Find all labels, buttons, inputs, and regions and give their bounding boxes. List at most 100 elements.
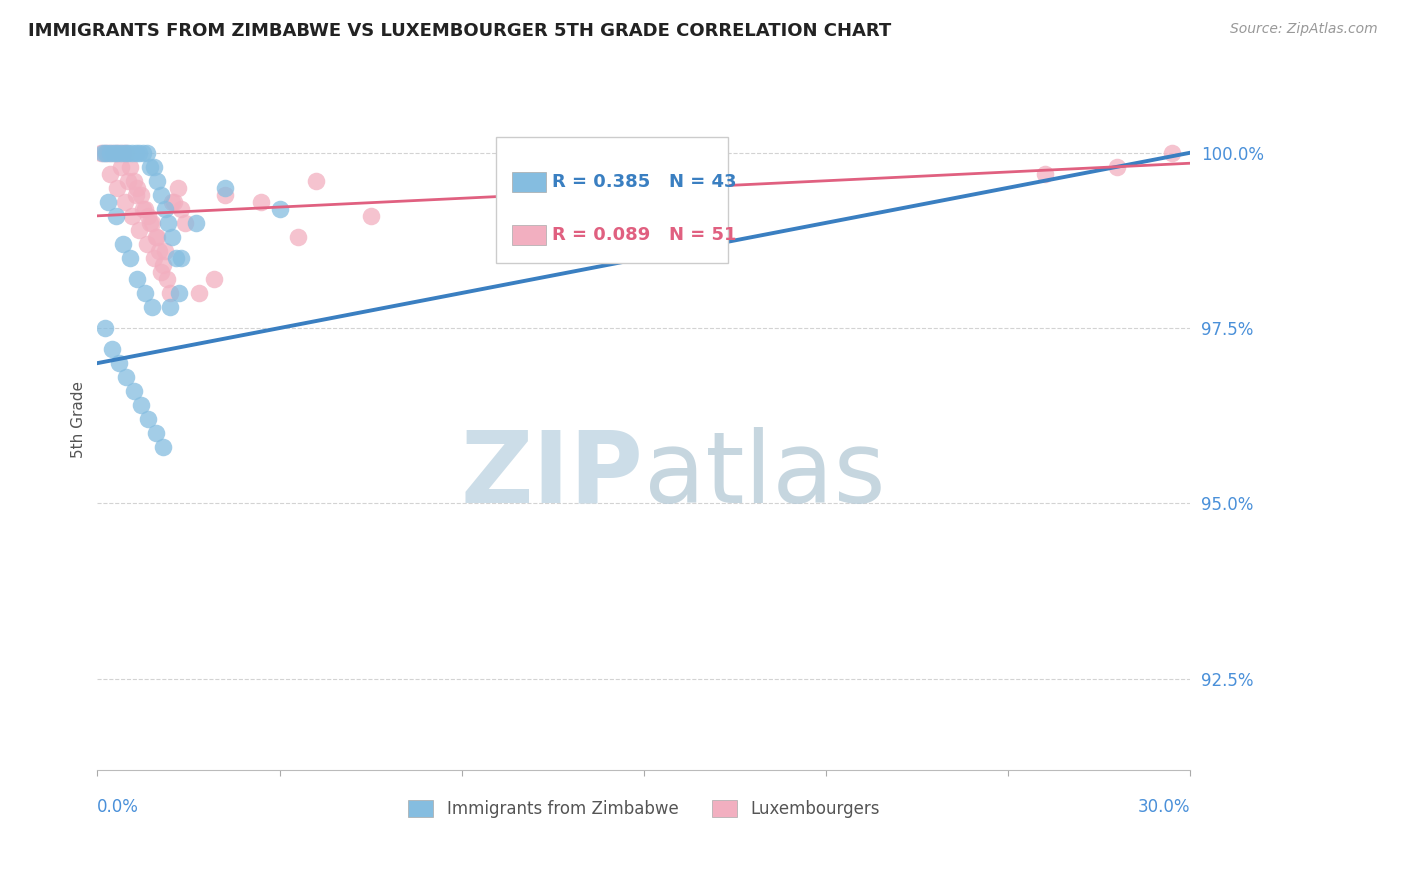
Point (115, 145, 138, 160)
Point (184, 216, 207, 230)
Point (141, 216, 163, 230)
Point (104, 145, 127, 160)
Point (103, 145, 125, 160)
Point (145, 426, 167, 441)
Point (110, 160, 132, 174)
Point (132, 145, 155, 160)
Point (90, 145, 112, 160)
Text: R = 0.385   N = 43: R = 0.385 N = 43 (551, 173, 737, 191)
Point (170, 251, 193, 265)
Point (360, 209, 382, 223)
Point (91, 145, 114, 160)
Point (152, 258, 174, 272)
Point (122, 384, 145, 399)
Point (108, 356, 131, 370)
Point (1033, 167, 1056, 181)
Point (139, 160, 162, 174)
Text: 0.0%: 0.0% (97, 798, 139, 816)
Point (117, 145, 139, 160)
Point (105, 145, 128, 160)
Text: Source: ZipAtlas.com: Source: ZipAtlas.com (1230, 22, 1378, 37)
Point (127, 272, 149, 286)
Point (121, 209, 143, 223)
Point (97, 145, 120, 160)
Text: ZIP: ZIP (461, 427, 644, 524)
Point (287, 230, 309, 244)
Point (159, 285, 181, 300)
Point (150, 265, 173, 279)
Point (305, 174, 328, 188)
Point (128, 145, 150, 160)
Point (141, 300, 163, 314)
Text: IMMIGRANTS FROM ZIMBABWE VS LUXEMBOURGER 5TH GRADE CORRELATION CHART: IMMIGRANTS FROM ZIMBABWE VS LUXEMBOURGER… (28, 22, 891, 40)
Point (115, 370, 138, 384)
Point (188, 285, 211, 300)
Point (108, 145, 131, 160)
Point (96, 145, 118, 160)
Point (166, 181, 188, 195)
Point (128, 223, 150, 237)
Point (152, 440, 174, 454)
Point (523, 181, 546, 195)
Point (142, 251, 165, 265)
Point (110, 145, 132, 160)
Point (101, 342, 124, 356)
Point (1107, 160, 1129, 174)
Point (122, 174, 145, 188)
Point (124, 187, 146, 202)
Point (138, 209, 160, 223)
Point (153, 202, 176, 216)
Point (111, 236, 134, 251)
Y-axis label: 5th Grade: 5th Grade (72, 381, 86, 458)
Point (93, 145, 115, 160)
Text: 30.0%: 30.0% (1137, 798, 1191, 816)
Point (250, 194, 273, 209)
Point (159, 300, 181, 314)
Point (160, 230, 183, 244)
Point (146, 174, 169, 188)
Point (101, 145, 124, 160)
Point (114, 194, 136, 209)
Point (153, 244, 176, 258)
Point (124, 145, 146, 160)
Point (173, 216, 195, 230)
Point (214, 181, 236, 195)
Point (135, 145, 157, 160)
Point (132, 202, 155, 216)
Point (155, 272, 177, 286)
Point (120, 160, 142, 174)
Legend: Immigrants from Zimbabwe, Luxembourgers: Immigrants from Zimbabwe, Luxembourgers (402, 793, 886, 825)
Point (163, 194, 186, 209)
Point (170, 202, 193, 216)
Point (93, 321, 115, 335)
Point (111, 145, 134, 160)
Point (148, 244, 170, 258)
Point (104, 209, 127, 223)
Point (146, 230, 169, 244)
Point (145, 230, 167, 244)
Point (214, 187, 236, 202)
Point (114, 145, 136, 160)
Point (97, 194, 120, 209)
Point (269, 202, 291, 216)
Point (98, 145, 121, 160)
Point (129, 398, 152, 412)
Text: atlas: atlas (644, 427, 886, 524)
Point (1161, 145, 1184, 160)
Point (135, 236, 157, 251)
Text: R = 0.089   N = 51: R = 0.089 N = 51 (551, 226, 737, 244)
Point (157, 216, 180, 230)
Point (165, 251, 187, 265)
Point (121, 145, 143, 160)
Point (127, 181, 149, 195)
Point (142, 160, 165, 174)
Point (134, 202, 156, 216)
Point (134, 285, 156, 300)
Point (138, 412, 160, 426)
Point (117, 174, 139, 188)
Point (139, 216, 162, 230)
Point (120, 251, 142, 265)
Point (105, 181, 128, 195)
Point (129, 187, 152, 202)
Point (150, 187, 173, 202)
